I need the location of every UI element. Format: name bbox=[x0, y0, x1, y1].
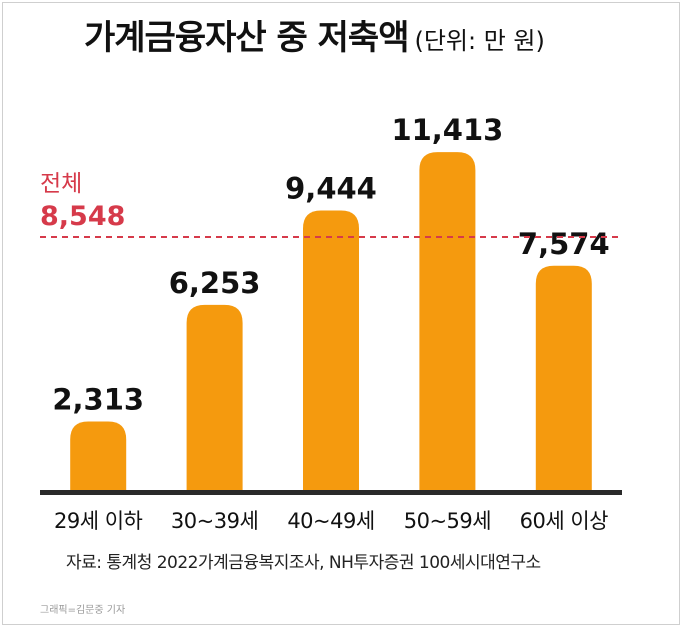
chart-title: 가계금융자산 중 저축액 bbox=[84, 18, 409, 58]
graphic-credit: 그래픽=김문중 기자 bbox=[40, 605, 126, 616]
bar-5 bbox=[535, 265, 592, 490]
category-label-3: 40~49세 bbox=[287, 509, 374, 533]
value-label-5: 7,574 bbox=[518, 227, 610, 261]
value-label-4: 11,413 bbox=[391, 113, 503, 147]
reference-value: 8,548 bbox=[40, 201, 125, 232]
bar-3 bbox=[303, 210, 359, 491]
chart-title-group: 가계금융자산 중 저축액 (단위: 만 원) bbox=[84, 10, 545, 59]
reference-label: 전체 bbox=[40, 171, 82, 197]
category-label-5: 60세 이상 bbox=[520, 509, 609, 533]
category-label-4: 50~59세 bbox=[404, 509, 491, 533]
bar-2 bbox=[186, 304, 243, 490]
value-label-1: 2,313 bbox=[52, 383, 144, 417]
bar-1 bbox=[70, 421, 127, 490]
category-label-1: 29세 이하 bbox=[54, 509, 143, 533]
source-note: 자료: 통계청 2022가계금융복지조사, NH투자증권 100세시대연구소 bbox=[66, 553, 541, 573]
value-label-3: 9,444 bbox=[285, 171, 377, 205]
category-label-2: 30~39세 bbox=[171, 509, 258, 533]
bar-4 bbox=[419, 152, 476, 490]
x-axis-baseline bbox=[40, 490, 622, 495]
unit-label: (단위: 만 원) bbox=[414, 27, 545, 55]
value-label-2: 6,253 bbox=[169, 266, 261, 300]
